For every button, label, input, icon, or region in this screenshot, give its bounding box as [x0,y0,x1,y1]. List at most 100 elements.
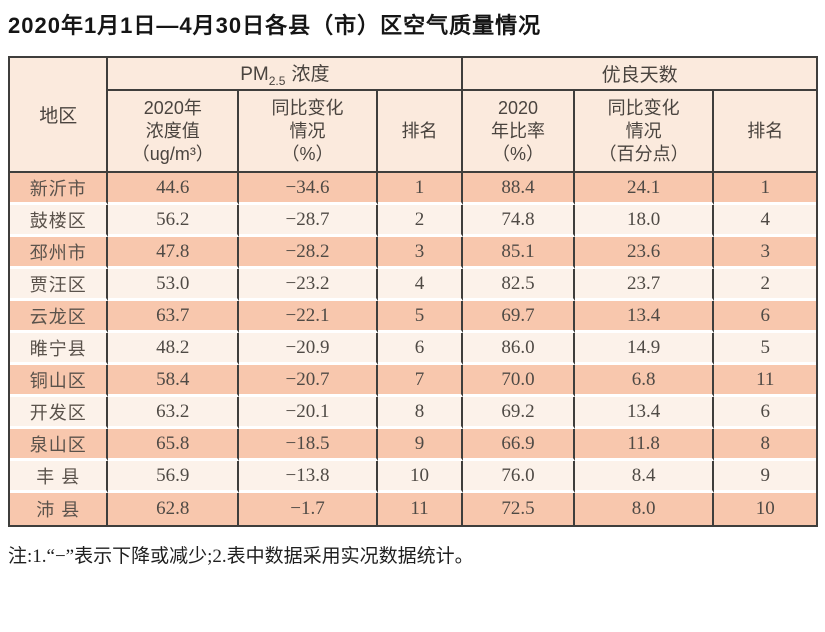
sub-header-row: 2020年 浓度值 （ug/m³） 同比变化 情况 （%） 排名 2020 年比… [10,91,816,173]
ratio-change-header-line2: 情况 [625,120,662,141]
pm-value-cell: 56.2 [108,205,240,237]
ratio-change-cell: 18.0 [574,205,715,237]
ratio-cell: 70.0 [463,365,575,397]
ratio-cell: 82.5 [463,269,575,301]
table-row: 丰 县 56.9 −13.8 10 76.0 8.4 9 [10,461,816,493]
pm-rank-cell: 9 [377,429,464,461]
pm-rank-header: 排名 [377,91,464,173]
pm-change-cell: −28.7 [239,205,378,237]
pm-rank-cell: 6 [377,333,464,365]
ratio-cell: 69.7 [463,301,575,333]
table-footnote: 注:1.“−”表示下降或减少;2.表中数据采用实况数据统计。 [8,546,474,567]
ratio-rank-cell: 8 [714,429,816,461]
ratio-rank-cell: 6 [714,301,816,333]
ratio-change-header: 同比变化 情况 （百分点） [574,91,715,173]
pm-change-cell: −22.1 [239,301,378,333]
table-row: 开发区 63.2 −20.1 8 69.2 13.4 6 [10,397,816,429]
ratio-change-cell: 14.9 [574,333,715,365]
pm-rank-cell: 8 [377,397,464,429]
region-column-header: 地区 [10,58,109,173]
pm-change-header-line1: 同比变化 [271,97,344,118]
ratio-rank-cell: 6 [714,397,816,429]
pm-rank-cell: 1 [377,173,464,205]
table-row: 邳州市 47.8 −28.2 3 85.1 23.6 3 [10,237,816,269]
pm-value-cell: 63.7 [108,301,240,333]
ratio-header-line1: 2020 [497,97,539,118]
ratio-rank-cell: 10 [714,493,816,525]
ratio-rank-cell: 11 [714,365,816,397]
table-row: 鼓楼区 56.2 −28.7 2 74.8 18.0 4 [10,205,816,237]
ratio-change-cell: 11.8 [574,429,715,461]
region-cell: 丰 县 [10,461,109,493]
region-cell: 贾汪区 [10,269,109,301]
pm-value-header-line2: 浓度值 [145,120,200,141]
ratio-rank-cell: 1 [714,173,816,205]
pm-rank-cell: 10 [377,461,464,493]
table-row: 云龙区 63.7 −22.1 5 69.7 13.4 6 [10,301,816,333]
ratio-change-cell: 8.0 [574,493,715,525]
region-cell: 邳州市 [10,237,109,269]
region-cell: 睢宁县 [10,333,109,365]
ratio-cell: 74.8 [463,205,575,237]
pm-rank-cell: 5 [377,301,464,333]
pm25-subscript: 2.5 [268,73,286,88]
region-cell: 新沂市 [10,173,109,205]
pm-value-cell: 48.2 [108,333,240,365]
pm-rank-cell: 3 [377,237,464,269]
ratio-rank-cell: 4 [714,205,816,237]
ratio-change-cell: 13.4 [574,301,715,333]
pm-change-cell: −28.2 [239,237,378,269]
ratio-change-cell: 8.4 [574,461,715,493]
ratio-change-cell: 24.1 [574,173,715,205]
pm-rank-cell: 4 [377,269,464,301]
ratio-change-cell: 13.4 [574,397,715,429]
ratio-rank-cell: 9 [714,461,816,493]
region-cell: 鼓楼区 [10,205,109,237]
pm-value-header-line1: 2020年 [143,97,202,118]
pm-change-cell: −20.9 [239,333,378,365]
pm25-label-suffix: 浓度 [291,64,330,86]
table-row: 睢宁县 48.2 −20.9 6 86.0 14.9 5 [10,333,816,365]
table-row: 泉山区 65.8 −18.5 9 66.9 11.8 8 [10,429,816,461]
table-body: 新沂市 44.6 −34.6 1 88.4 24.1 1 鼓楼区 56.2 −2… [10,173,816,525]
pm-value-cell: 53.0 [108,269,240,301]
pm-change-cell: −34.6 [239,173,378,205]
pm-value-cell: 58.4 [108,365,240,397]
region-cell: 泉山区 [10,429,109,461]
ratio-rank-header: 排名 [714,91,816,173]
pm-value-cell: 65.8 [108,429,240,461]
region-cell: 开发区 [10,397,109,429]
page-title: 2020年1月1日—4月30日各县（市）区空气质量情况 [8,13,542,38]
ratio-change-cell: 23.7 [574,269,715,301]
pm25-label-prefix: PM [240,64,269,86]
ratio-cell: 76.0 [463,461,575,493]
ratio-rank-cell: 5 [714,333,816,365]
region-cell: 云龙区 [10,301,109,333]
ratio-cell: 66.9 [463,429,575,461]
ratio-cell: 85.1 [463,237,575,269]
pm-change-cell: −1.7 [239,493,378,525]
table-row: 贾汪区 53.0 −23.2 4 82.5 23.7 2 [10,269,816,301]
table-header: 地区 PM2.5 浓度 优良天数 2020年 浓度值 （ug/m³） 同比变化 情… [10,58,816,173]
group-header-row: 地区 PM2.5 浓度 优良天数 [10,58,816,173]
ratio-rank-cell: 3 [714,237,816,269]
pm-value-cell: 62.8 [108,493,240,525]
ratio-change-cell: 6.8 [574,365,715,397]
table-row: 沛 县 62.8 −1.7 11 72.5 8.0 10 [10,493,816,525]
pm-change-cell: −18.5 [239,429,378,461]
ratio-cell: 86.0 [463,333,575,365]
pm-rank-cell: 7 [377,365,464,397]
pm-change-header-line3: （%） [281,143,334,164]
ratio-cell: 72.5 [463,493,575,525]
region-cell: 沛 县 [10,493,109,525]
ratio-rank-cell: 2 [714,269,816,301]
pm-value-cell: 63.2 [108,397,240,429]
pm-value-header-line3: （ug/m³） [131,143,214,164]
ratio-header-line3: （%） [492,143,545,164]
pm-rank-cell: 2 [377,205,464,237]
ratio-change-header-line3: （百分点） [598,143,689,164]
good-days-group-header: 优良天数 [463,58,816,91]
ratio-change-cell: 23.6 [574,237,715,269]
ratio-change-header-line1: 同比变化 [607,97,680,118]
pm-value-cell: 47.8 [108,237,240,269]
